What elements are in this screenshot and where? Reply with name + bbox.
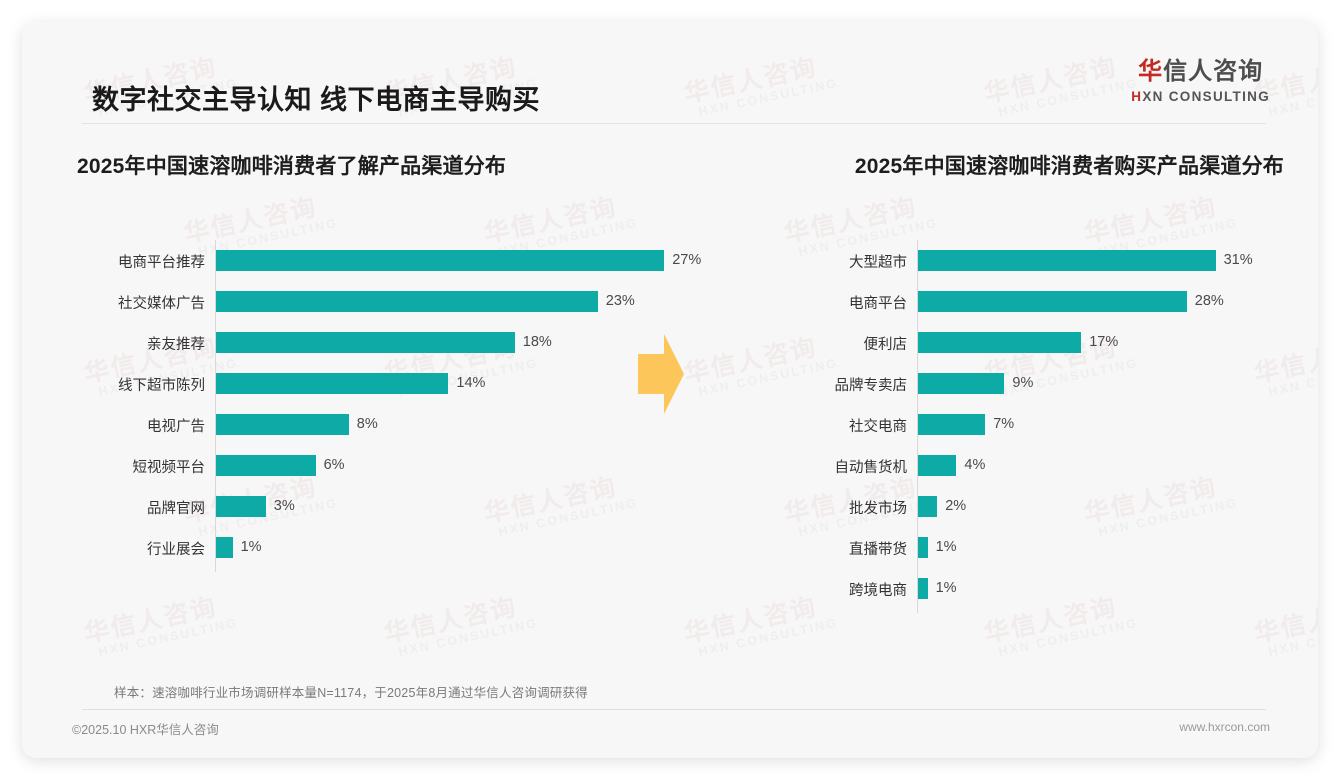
bar-value-label: 17% [1089,334,1119,350]
chart-bar-row: 短视频平台 6% [77,451,677,492]
flow-arrow-right-icon [638,334,684,414]
chart-title-purchase: 2025年中国速溶咖啡消费者购买产品渠道分布 [854,155,1284,178]
bar [918,455,957,476]
bar-category-label: 电商平台推荐 [118,255,205,271]
chart-bar-row: 电商平台 28% [692,287,1292,328]
brand-logo: 华信人咨询 HXN CONSULTING [1131,58,1270,104]
logo-chinese-text: 华信人咨询 [1131,58,1270,87]
bar-value-label: 9% [1012,375,1034,391]
bar-value-label: 18% [522,334,552,350]
logo-english-text: HXN CONSULTING [1131,89,1270,104]
bar-category-label: 批发市场 [849,501,907,517]
bar-chart-purchase: 大型超市 31% 电商平台 28% 便利店 17% 品牌专卖店 9% 社交电商 7% 自动售货机 4%… [692,240,1292,615]
bar [918,291,1187,312]
bar-value-label: 28% [1194,293,1224,309]
logo-en-dark: XN CONSULTING [1142,88,1270,104]
bar [918,373,1005,394]
bar [216,332,515,353]
bar [918,496,938,517]
bar [216,455,316,476]
bar-category-label: 社交媒体广告 [118,296,205,312]
chart-axis-line [917,240,918,613]
chart-bar-row: 亲友推荐 18% [77,328,677,369]
bar [216,537,233,558]
bar [918,332,1082,353]
bar-value-label: 6% [323,457,345,473]
slide-header: 数字社交主导认知 线下电商主导购买 华信人咨询 HXN CONSULTING [22,22,1318,122]
chart-bar-row: 行业展会 1% [77,533,677,574]
bar [918,414,986,435]
chart-bar-row: 跨境电商 1% [692,574,1292,615]
bar-value-label: 14% [456,375,486,391]
bar [216,373,449,394]
bar [918,578,928,599]
bar-category-label: 自动售货机 [834,460,908,476]
chart-bar-row: 便利店 17% [692,328,1292,369]
logo-cn-red: 华 [1138,58,1164,85]
chart-bar-row: 电商平台推荐 27% [77,246,701,287]
bar-category-label: 亲友推荐 [147,337,205,353]
bar-value-label: 27% [672,252,702,268]
page-title: 数字社交主导认知 线下电商主导购买 [92,85,541,115]
chart-bar-row: 品牌专卖店 9% [692,369,1292,410]
chart-bar-row: 批发市场 2% [692,492,1292,533]
footer-divider [82,709,1266,710]
footer-website[interactable]: www.hxrcon.com [1179,720,1270,734]
bar-category-label: 跨境电商 [849,583,907,599]
bar-category-label: 品牌专卖店 [834,378,908,394]
sample-note: 样本：速溶咖啡行业市场调研样本量N=1174，于2025年8月通过华信人咨询调研… [114,686,588,700]
bar-value-label: 8% [356,416,378,432]
bar-value-label: 31% [1223,252,1253,268]
slide-content: 2025年中国速溶咖啡消费者了解产品渠道分布 电商平台推荐 27% 社交媒体广告 23… [22,22,1318,758]
chart-bar-row: 品牌官网 3% [77,492,677,533]
bar-category-label: 品牌官网 [147,501,205,517]
chart-title-awareness: 2025年中国速溶咖啡消费者了解产品渠道分布 [77,155,507,178]
chart-bar-row: 线下超市陈列 14% [77,369,677,410]
header-divider [82,123,1266,124]
chart-panel-awareness: 2025年中国速溶咖啡消费者了解产品渠道分布 电商平台推荐 27% 社交媒体广告 23… [77,150,701,574]
logo-en-red: H [1131,88,1143,104]
chart-bar-row: 社交媒体广告 23% [77,287,677,328]
bar [216,496,266,517]
bar-category-label: 电视广告 [147,419,205,435]
bar [216,414,349,435]
bar-value-label: 4% [964,457,986,473]
chart-bar-row: 自动售货机 4% [692,451,1292,492]
bar-value-label: 1% [935,580,957,596]
chart-axis-line [215,240,216,572]
slide-card: 华信人咨询 HXN CONSULTING 华信人咨询 HXN CONSULTING 华信… [22,22,1318,758]
bar-category-label: 大型超市 [849,255,907,271]
bar-category-label: 便利店 [863,337,908,353]
bar-category-label: 行业展会 [147,542,205,558]
bar [918,537,928,558]
chart-bar-row: 直播带货 1% [692,533,1292,574]
bar-value-label: 23% [605,293,635,309]
bar-value-label: 3% [273,498,295,514]
bar-category-label: 短视频平台 [132,460,206,476]
bar-value-label: 2% [945,498,967,514]
bar [216,250,665,271]
bar-category-label: 电商平台 [849,296,907,312]
bar-value-label: 1% [240,539,262,555]
chart-bar-row: 社交电商 7% [692,410,1292,451]
bar-category-label: 线下超市陈列 [118,378,205,394]
logo-cn-dark: 信人咨询 [1163,58,1264,85]
bar-category-label: 社交电商 [849,419,907,435]
chart-panel-purchase: 2025年中国速溶咖啡消费者购买产品渠道分布 大型超市 31% 电商平台 28% 便利店… [692,150,1292,615]
footer-copyright: ©2025.10 HXR华信人咨询 [72,723,219,737]
bar [918,250,1216,271]
chart-bar-row: 电视广告 8% [77,410,677,451]
chart-bar-row: 大型超市 31% [692,246,1292,287]
bar [216,291,598,312]
bar-category-label: 直播带货 [849,542,907,558]
bar-value-label: 7% [993,416,1015,432]
bar-chart-awareness: 电商平台推荐 27% 社交媒体广告 23% 亲友推荐 18% 线下超市陈列 14% 电视广告 8%… [77,240,701,574]
bar-value-label: 1% [935,539,957,555]
